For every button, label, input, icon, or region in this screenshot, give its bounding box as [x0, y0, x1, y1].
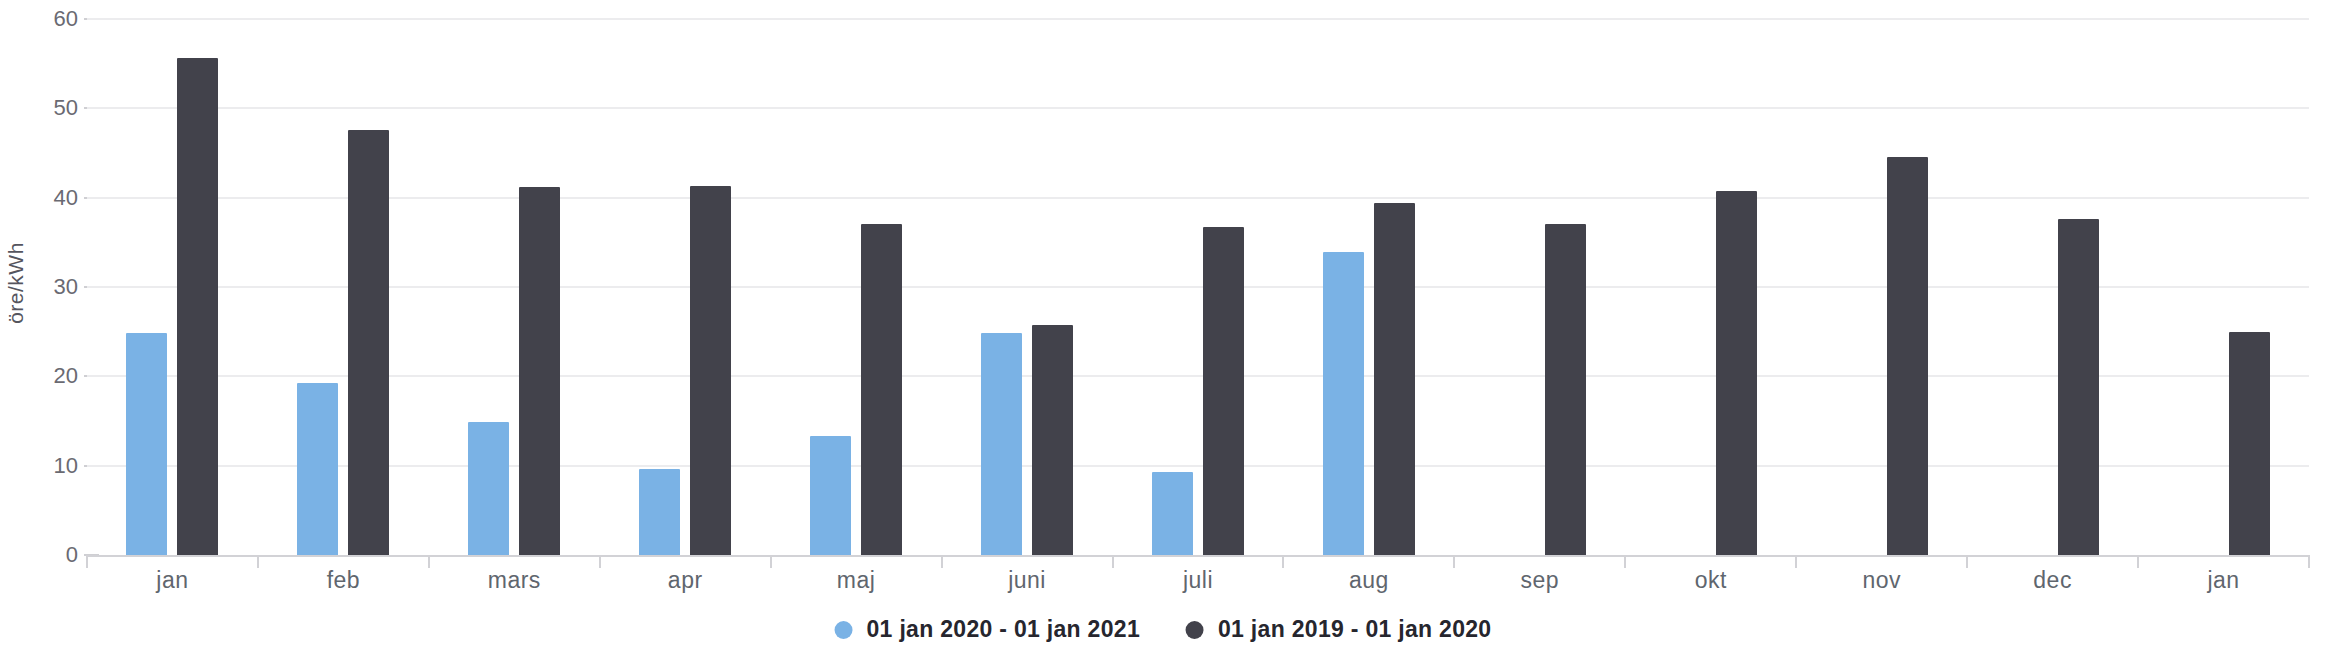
bar-jan-2020[interactable]: [126, 333, 167, 555]
bar-column-sep-8: [1454, 19, 1625, 555]
legend-item-1[interactable]: 01 jan 2019 - 01 jan 2020: [1186, 616, 1491, 643]
bar-column-maj-4: [771, 19, 942, 555]
month-label-juni: juni: [942, 567, 1113, 594]
bar-sep-2019[interactable]: [1545, 224, 1586, 555]
month-label-sep: sep: [1454, 567, 1625, 594]
month-label-apr: apr: [600, 567, 771, 594]
bar-feb-2020[interactable]: [297, 383, 338, 555]
bar-column-apr-3: [600, 19, 771, 555]
x-axis-month-labels: janfebmarsaprmajjunijuliaugsepoktnovdecj…: [87, 567, 2309, 594]
y-tick-label: 20: [18, 362, 78, 390]
bar-column-jan-12: [2138, 19, 2309, 555]
bar-maj-2019[interactable]: [861, 224, 902, 555]
bar-okt-2019[interactable]: [1716, 191, 1757, 555]
bar-column-jan-0: [87, 19, 258, 555]
bar-mars-2020[interactable]: [468, 422, 509, 555]
bar-dec-2019[interactable]: [2058, 219, 2099, 555]
legend: 01 jan 2020 - 01 jan 2021 01 jan 2019 - 0…: [835, 616, 1492, 643]
bar-jan-2019[interactable]: [177, 58, 218, 555]
bar-juli-2019[interactable]: [1203, 227, 1244, 555]
month-label-nov: nov: [1796, 567, 1967, 594]
y-tick-label: 10: [18, 452, 78, 480]
y-tick-label: 0: [18, 541, 78, 569]
month-label-jan: jan: [2138, 567, 2309, 594]
month-label-feb: feb: [258, 567, 429, 594]
bar-column-mars-2: [429, 19, 600, 555]
bar-columns: [87, 19, 2309, 555]
bar-jan-2019[interactable]: [2229, 332, 2270, 555]
bar-column-juni-5: [942, 19, 1113, 555]
bar-juni-2020[interactable]: [981, 333, 1022, 555]
month-label-maj: maj: [771, 567, 942, 594]
bar-column-feb-1: [258, 19, 429, 555]
y-tick-label: 30: [18, 273, 78, 301]
bar-column-aug-7: [1283, 19, 1454, 555]
bar-juni-2019[interactable]: [1032, 325, 1073, 555]
bar-aug-2020[interactable]: [1323, 252, 1364, 555]
month-label-dec: dec: [1967, 567, 2138, 594]
legend-dot-icon: [835, 621, 853, 639]
month-label-mars: mars: [429, 567, 600, 594]
legend-dot-icon: [1186, 621, 1204, 639]
month-label-aug: aug: [1283, 567, 1454, 594]
month-label-okt: okt: [1625, 567, 1796, 594]
bar-column-okt-9: [1625, 19, 1796, 555]
bar-chart: öre/kWh 6050403020100 janfebmarsaprmajju…: [0, 0, 2326, 653]
bar-column-juli-6: [1113, 19, 1284, 555]
bar-mars-2019[interactable]: [519, 187, 560, 555]
bar-apr-2019[interactable]: [690, 186, 731, 555]
bar-column-nov-10: [1796, 19, 1967, 555]
legend-item-0[interactable]: 01 jan 2020 - 01 jan 2021: [835, 616, 1140, 643]
y-tick-label: 50: [18, 94, 78, 122]
bar-nov-2019[interactable]: [1887, 157, 1928, 555]
bar-column-dec-11: [1967, 19, 2138, 555]
y-tick-label: 40: [18, 184, 78, 212]
legend-label: 01 jan 2019 - 01 jan 2020: [1218, 616, 1491, 643]
bar-juli-2020[interactable]: [1152, 472, 1193, 555]
y-tick-label: 60: [18, 5, 78, 33]
bar-aug-2019[interactable]: [1374, 203, 1415, 555]
bar-apr-2020[interactable]: [639, 469, 680, 555]
bar-feb-2019[interactable]: [348, 130, 389, 555]
month-label-jan: jan: [87, 567, 258, 594]
bar-maj-2020[interactable]: [810, 436, 851, 555]
month-label-juli: juli: [1113, 567, 1284, 594]
legend-label: 01 jan 2020 - 01 jan 2021: [867, 616, 1140, 643]
